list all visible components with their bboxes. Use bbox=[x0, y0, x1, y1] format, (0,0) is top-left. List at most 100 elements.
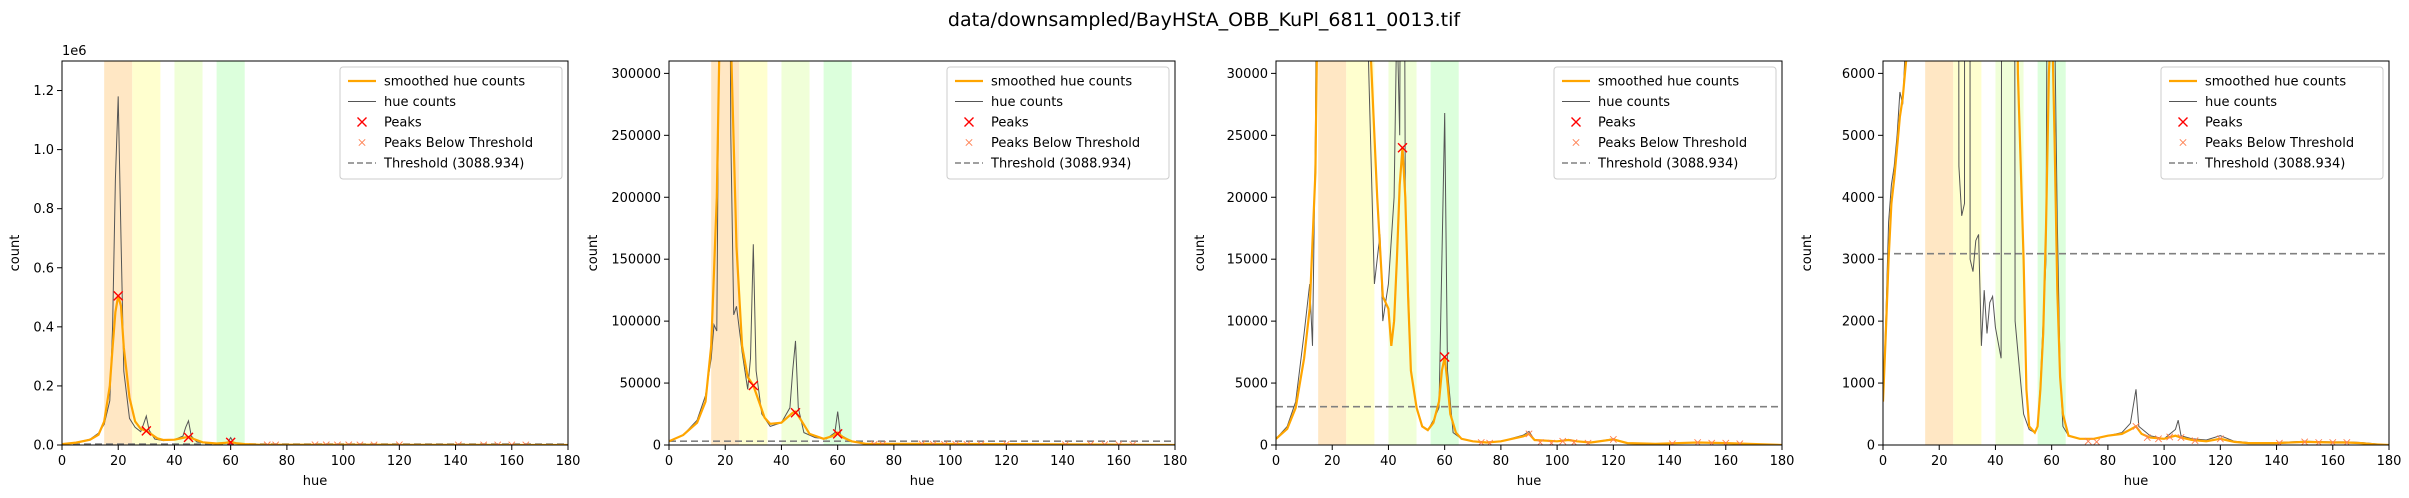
below-threshold-marker bbox=[2275, 439, 2283, 445]
y-axis-label: count bbox=[1800, 235, 1815, 272]
below-threshold-marker bbox=[1547, 439, 1556, 445]
x-tick-label: 40 bbox=[1380, 454, 1397, 469]
legend-label-below: Peaks Below Threshold bbox=[991, 136, 1140, 151]
legend-box bbox=[2160, 66, 2384, 180]
below-threshold-marker bbox=[2301, 438, 2309, 445]
plot-area bbox=[1276, 61, 1782, 445]
x-tick-label: 60 bbox=[1436, 454, 1453, 469]
legend-swatch-below bbox=[358, 138, 366, 147]
legend: smoothed hue counts hue counts Peaks Peaks … bbox=[1553, 66, 1777, 180]
x-tick-label: 140 bbox=[443, 454, 468, 469]
axes-frame bbox=[61, 60, 569, 446]
legend-label-peaks: Peaks bbox=[384, 116, 422, 131]
below-threshold-marker bbox=[2154, 435, 2163, 443]
x-axis-label: hue bbox=[1517, 474, 1541, 489]
x-tick-label: 0 bbox=[58, 454, 66, 469]
peak-marker bbox=[832, 428, 843, 439]
below-threshold-marker bbox=[879, 440, 887, 445]
y-tick-label: 150000 bbox=[611, 253, 661, 268]
x-tick-label: 60 bbox=[222, 454, 239, 469]
y-tick-label: 0 bbox=[1867, 439, 1875, 454]
x-tick-label: 0 bbox=[1272, 454, 1280, 469]
series-line-hue-counts bbox=[1883, 61, 2389, 445]
below-threshold-marker bbox=[1525, 430, 1533, 438]
below-threshold-marker bbox=[963, 440, 971, 445]
below-threshold-marker bbox=[1087, 440, 1095, 445]
legend-swatch-below bbox=[2179, 138, 2187, 147]
x-tick-label: 180 bbox=[1163, 454, 1188, 469]
x-tick-label: 180 bbox=[556, 454, 581, 469]
x-tick-label: 80 bbox=[886, 454, 903, 469]
x-tick-label: 40 bbox=[166, 454, 183, 469]
plot-area bbox=[1883, 61, 2389, 445]
y-tick-label: 1000 bbox=[1842, 377, 1875, 392]
legend-label-threshold: Threshold (3088.934) bbox=[1597, 157, 1738, 172]
y-tick-label: 3000 bbox=[1842, 253, 1875, 268]
y-tick-label: 0.6 bbox=[33, 261, 54, 276]
y-tick-label: 4000 bbox=[1842, 191, 1875, 206]
axes-frame bbox=[1882, 60, 2390, 446]
below-threshold-marker bbox=[2216, 435, 2224, 443]
below-threshold-marker bbox=[2132, 422, 2140, 430]
below-threshold-marker bbox=[940, 440, 949, 445]
legend-swatch-peaks bbox=[964, 117, 974, 127]
x-tick-label: 120 bbox=[387, 454, 412, 469]
y-tick-label: 20000 bbox=[1227, 191, 1268, 206]
below-threshold-marker bbox=[918, 440, 926, 445]
below-threshold-marker bbox=[2191, 437, 2199, 445]
legend-label-threshold: Threshold (3088.934) bbox=[383, 157, 524, 172]
x-tick-label: 160 bbox=[499, 454, 524, 469]
below-threshold-marker bbox=[2143, 434, 2151, 442]
y-tick-label: 200000 bbox=[611, 191, 661, 206]
hue-band bbox=[823, 61, 852, 445]
x-tick-label: 20 bbox=[1324, 454, 1341, 469]
x-tick-label: 180 bbox=[2377, 454, 2402, 469]
x-tick-label: 100 bbox=[938, 454, 963, 469]
x-axis-label: hue bbox=[2124, 474, 2148, 489]
chart-panel-1: 0 20 40 60 80 100 120 140 160 180 0.0 0.2 0.4 0.6 0.8 1… bbox=[8, 44, 580, 489]
y-tick-label: 0 bbox=[653, 439, 661, 454]
hue-band bbox=[1388, 61, 1417, 445]
series-line-smoothed-hue-counts bbox=[669, 61, 1175, 445]
legend-label-threshold: Threshold (3088.934) bbox=[2204, 157, 2345, 172]
legend-label-peaks: Peaks bbox=[1598, 116, 1636, 131]
legend-label-below: Peaks Below Threshold bbox=[384, 136, 533, 151]
x-axis-label: hue bbox=[910, 474, 934, 489]
below-threshold-marker bbox=[2177, 434, 2185, 442]
y-tick-label: 0.8 bbox=[33, 202, 54, 217]
x-tick-label: 60 bbox=[829, 454, 846, 469]
series-line-smoothed-hue-counts bbox=[1883, 61, 2389, 445]
below-threshold-marker bbox=[1736, 440, 1744, 445]
chart-panel-2: 0 20 40 60 80 100 120 140 160 180 0 50000 100000 1500… bbox=[586, 60, 1188, 489]
y-axis-label: count bbox=[8, 235, 23, 272]
x-tick-label: 60 bbox=[2043, 454, 2060, 469]
legend: smoothed hue counts hue counts Peaks Peaks … bbox=[946, 66, 1170, 180]
legend-swatch-peaks bbox=[1571, 117, 1581, 127]
x-tick-label: 20 bbox=[1931, 454, 1948, 469]
y-tick-label: 10000 bbox=[1227, 315, 1268, 330]
legend-label-threshold: Threshold (3088.934) bbox=[990, 157, 1131, 172]
plot-area bbox=[62, 61, 568, 445]
legend-label-smoothed: smoothed hue counts bbox=[384, 75, 525, 90]
x-tick-label: 100 bbox=[2152, 454, 2177, 469]
y-tick-label: 1.0 bbox=[33, 143, 54, 158]
y-tick-label: 0 bbox=[1260, 439, 1268, 454]
x-tick-label: 80 bbox=[1493, 454, 1510, 469]
x-tick-label: 20 bbox=[110, 454, 127, 469]
x-tick-label: 140 bbox=[1657, 454, 1682, 469]
x-tick-label: 100 bbox=[331, 454, 356, 469]
x-tick-label: 120 bbox=[2208, 454, 2233, 469]
hue-band bbox=[216, 61, 245, 445]
y-tick-label: 15000 bbox=[1227, 253, 1268, 268]
x-tick-label: 40 bbox=[1987, 454, 2004, 469]
y-tick-label: 100000 bbox=[611, 315, 661, 330]
below-threshold-marker bbox=[2166, 433, 2174, 441]
below-threshold-marker bbox=[2093, 438, 2101, 445]
below-threshold-marker bbox=[952, 440, 960, 445]
legend-label-smoothed: smoothed hue counts bbox=[991, 75, 1132, 90]
legend-label-below: Peaks Below Threshold bbox=[1598, 136, 1747, 151]
y-axis-label: count bbox=[1193, 235, 1208, 272]
x-tick-label: 160 bbox=[2320, 454, 2345, 469]
peak-marker bbox=[1439, 352, 1450, 363]
